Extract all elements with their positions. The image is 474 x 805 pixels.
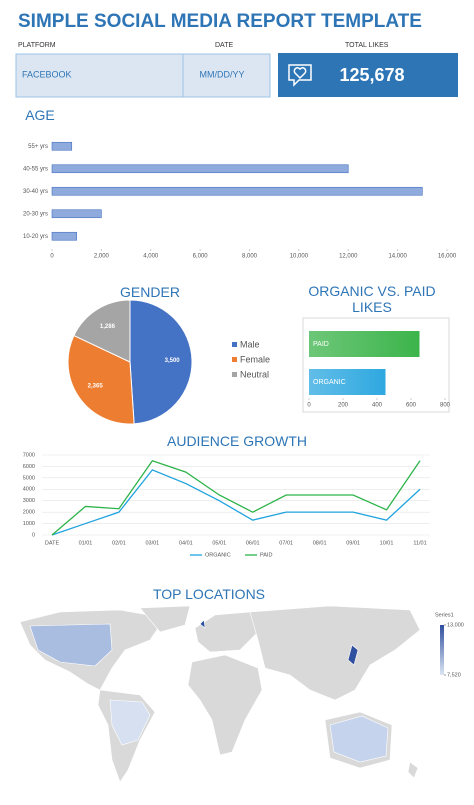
color-bar bbox=[440, 625, 444, 675]
report-title: SIMPLE SOCIAL MEDIA REPORT TEMPLATE bbox=[18, 11, 422, 32]
y-tick-label: 55+ yrs bbox=[28, 144, 48, 150]
bar bbox=[309, 369, 386, 395]
chart-title: ORGANIC VS. PAID LIKES bbox=[308, 283, 436, 315]
plot-frame bbox=[302, 317, 450, 413]
x-tick-label: 2,000 bbox=[94, 254, 110, 260]
y-tick-label: 5000 bbox=[23, 475, 35, 481]
y-tick-label: 3000 bbox=[23, 498, 35, 504]
bar bbox=[51, 209, 102, 219]
pie-slice bbox=[67, 334, 135, 425]
chart-title: AUDIENCE GROWTH bbox=[167, 433, 307, 449]
legend-label: ORGANIC bbox=[205, 552, 231, 558]
legend-label: Female bbox=[240, 354, 270, 364]
y-tick-label: 20-30 yrs bbox=[23, 211, 48, 217]
y-tick-label: 7000 bbox=[23, 452, 35, 458]
y-tick-label: 6000 bbox=[23, 464, 35, 470]
x-tick-label: 8,000 bbox=[242, 254, 258, 260]
bar-label: ORGANIC bbox=[313, 379, 346, 386]
y-tick-label: 0 bbox=[32, 532, 35, 538]
legend-label: Male bbox=[240, 339, 260, 349]
x-tick-label: 09/01 bbox=[346, 540, 360, 546]
x-tick-label: 200 bbox=[338, 403, 349, 409]
x-tick-label: 08/01 bbox=[313, 540, 327, 546]
y-tick-label: 1000 bbox=[23, 521, 35, 527]
y-tick-label: 40-55 yrs bbox=[23, 166, 48, 172]
x-tick-label: 12,000 bbox=[339, 254, 358, 260]
x-tick-label: 06/01 bbox=[246, 540, 260, 546]
x-tick-label: 6,000 bbox=[193, 254, 209, 260]
x-tick-label: 04/01 bbox=[179, 540, 193, 546]
bar-label: PAID bbox=[313, 341, 329, 348]
platform: FACEBOOK bbox=[22, 69, 72, 79]
bar bbox=[51, 231, 77, 241]
x-tick-label: DATE bbox=[45, 540, 60, 546]
pie-slice bbox=[73, 299, 131, 363]
map-highlights bbox=[29, 619, 389, 763]
legend-title: Series1 bbox=[435, 612, 454, 618]
bar bbox=[309, 331, 420, 357]
x-tick-label: 800 bbox=[440, 403, 451, 409]
x-tick-label: 10/01 bbox=[380, 540, 394, 546]
x-tick-label: 10,000 bbox=[290, 254, 309, 260]
data-label: 2,365 bbox=[88, 383, 104, 389]
legend-label: PAID bbox=[260, 552, 272, 558]
color-tick-label: 13,000 bbox=[447, 622, 464, 628]
line bbox=[51, 469, 421, 536]
x-tick-label: 14,000 bbox=[388, 254, 407, 260]
x-tick-label: 02/01 bbox=[112, 540, 126, 546]
y-tick-label: 10-20 yrs bbox=[23, 234, 48, 240]
bar bbox=[51, 141, 73, 151]
y-tick-label: 30-40 yrs bbox=[23, 189, 48, 195]
date-label: DATE bbox=[215, 42, 233, 49]
pie-slice bbox=[129, 299, 193, 425]
date: MM/DD/YY bbox=[200, 69, 245, 79]
x-tick-label: 400 bbox=[372, 403, 383, 409]
data-label: 3,500 bbox=[165, 358, 181, 364]
likes-box bbox=[278, 53, 458, 97]
chart-title: GENDER bbox=[120, 284, 180, 300]
x-tick-label: 11/01 bbox=[413, 540, 426, 546]
x-tick-label: 01/01 bbox=[79, 540, 93, 546]
x-tick-label: 0 bbox=[307, 403, 311, 409]
chart-title: TOP LOCATIONS bbox=[152, 586, 266, 602]
color-tick-label: 7,520 bbox=[447, 672, 461, 678]
likes-label: TOTAL LIKES bbox=[345, 42, 389, 49]
legend-swatch bbox=[232, 342, 237, 347]
x-tick-label: 07/01 bbox=[279, 540, 293, 546]
likes: 125,678 bbox=[339, 65, 404, 85]
chart-title: AGE bbox=[25, 107, 55, 123]
x-tick-label: 03/01 bbox=[145, 540, 159, 546]
data-label: 1,286 bbox=[100, 324, 116, 330]
bar bbox=[51, 186, 423, 196]
line bbox=[51, 459, 421, 536]
platform-label: PLATFORM bbox=[18, 42, 56, 49]
x-tick-label: 05/01 bbox=[212, 540, 226, 546]
x-tick-label: 4,000 bbox=[143, 254, 159, 260]
x-tick-label: 600 bbox=[406, 403, 417, 409]
y-tick-label: 4000 bbox=[23, 487, 35, 493]
bar bbox=[51, 164, 349, 174]
like-icon bbox=[288, 64, 312, 87]
x-tick-label: 16,000 bbox=[438, 254, 457, 260]
y-tick-label: 2000 bbox=[23, 510, 35, 516]
legend-swatch bbox=[232, 357, 237, 362]
x-tick-label: 0 bbox=[50, 254, 54, 260]
legend-label: Neutral bbox=[240, 369, 269, 379]
legend-swatch bbox=[232, 372, 237, 377]
info-box bbox=[15, 53, 271, 98]
